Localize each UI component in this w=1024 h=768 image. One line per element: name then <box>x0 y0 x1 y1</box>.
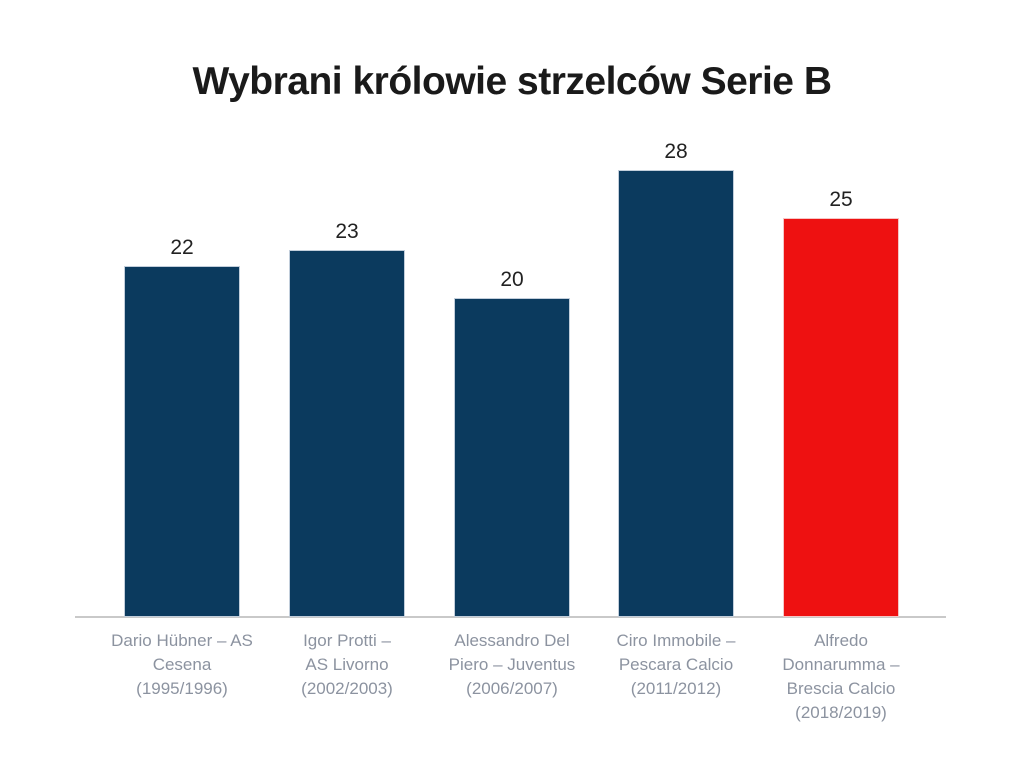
bar-value-label: 28 <box>664 140 688 163</box>
x-axis-line <box>75 616 946 618</box>
bar-group: 28 Ciro Immobile – Pescara Calcio (2011/… <box>584 0 768 768</box>
bar <box>289 250 405 617</box>
bar-value-label: 23 <box>335 220 359 243</box>
category-tick-label: Igor Protti – AS Livorno (2002/2003) <box>301 631 393 698</box>
category-tick-label: Alfredo Donnarumma – Brescia Calcio (201… <box>782 631 900 722</box>
bar-value-label: 25 <box>829 188 853 211</box>
bar-value-label: 20 <box>500 268 524 291</box>
category-tick-label: Alessandro Del Piero – Juventus (2006/20… <box>448 631 576 698</box>
bar-group: 20 Alessandro Del Piero – Juventus (2006… <box>420 0 604 768</box>
bar <box>454 298 570 617</box>
bar-value-label: 22 <box>170 236 194 259</box>
bar <box>783 218 899 617</box>
bar-group: 22 Dario Hübner – AS Cesena (1995/1996) <box>90 0 274 768</box>
category-tick-label: Dario Hübner – AS Cesena (1995/1996) <box>111 631 253 698</box>
category-tick-label: Ciro Immobile – Pescara Calcio (2011/201… <box>616 631 736 698</box>
bar <box>618 170 734 617</box>
bar <box>124 266 240 617</box>
bar-group: 23 Igor Protti – AS Livorno (2002/2003) <box>255 0 439 768</box>
chart-title: Wybrani królowie strzelców Serie B <box>192 60 833 103</box>
bar-group: 25 Alfredo Donnarumma – Brescia Calcio (… <box>749 0 933 768</box>
